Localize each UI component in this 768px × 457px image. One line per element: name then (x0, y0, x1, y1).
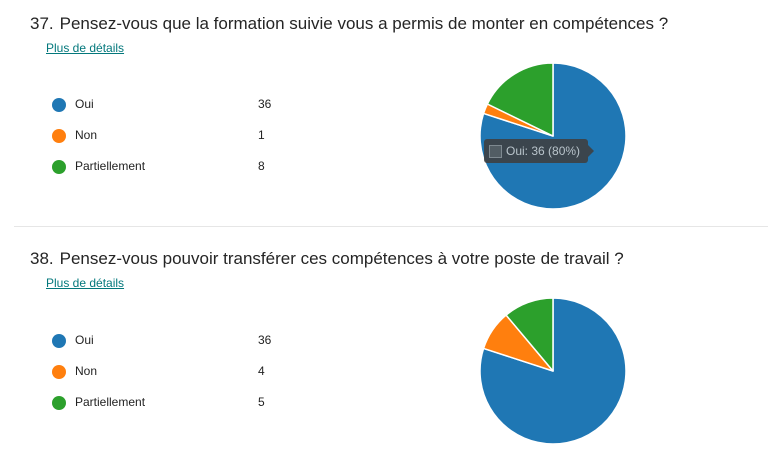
chart-tooltip: Oui: 36 (80%) (484, 139, 595, 163)
tooltip-text: Oui: 36 (80%) (506, 144, 581, 158)
legend-count: 4 (258, 364, 265, 378)
legend-count: 5 (258, 395, 265, 409)
pie-slice-partiellement[interactable] (486, 62, 554, 137)
legend-count: 1 (258, 128, 265, 142)
question-37: 37. Pensez-vous que la formation suivie v… (0, 0, 768, 226)
legend-label: Oui (75, 97, 94, 111)
legend-label: Non (75, 128, 98, 142)
legend-dot-partiellement (52, 396, 66, 410)
pie-chart[interactable] (478, 296, 628, 446)
pie-slice-oui[interactable] (479, 297, 627, 445)
legend-count: 36 (258, 333, 272, 347)
pie-slice-oui[interactable] (479, 62, 627, 210)
question-text: Pensez-vous que la formation suivie vous… (59, 14, 669, 33)
question-38: 38. Pensez-vous pouvoir transférer ces co… (0, 236, 768, 457)
legend-dot-oui (52, 334, 66, 348)
legend-dot-oui (52, 98, 66, 112)
more-details-link[interactable]: Plus de détails (46, 41, 125, 55)
legend-label: Partiellement (75, 395, 146, 409)
legend-item-non: Non 4 (52, 363, 292, 394)
tooltip-swatch (489, 144, 502, 158)
legend-item-partiellement: Partiellement 5 (52, 394, 292, 425)
more-details-link[interactable]: Plus de détails (46, 276, 125, 290)
question-title: 38. Pensez-vous pouvoir transférer ces co… (30, 249, 624, 269)
legend-item-partiellement: Partiellement 8 (52, 158, 292, 189)
legend: Oui 36 Non 1 Partiellement 8 (52, 96, 292, 189)
pie-chart-svg[interactable] (478, 296, 628, 446)
legend-count: 8 (258, 159, 265, 173)
legend-dot-non (52, 365, 66, 379)
question-title: 37. Pensez-vous que la formation suivie v… (30, 14, 668, 34)
legend-dot-partiellement (52, 160, 66, 174)
legend-dot-non (52, 129, 66, 143)
legend-label: Oui (75, 333, 94, 347)
legend-item-oui: Oui 36 (52, 96, 292, 127)
legend-item-oui: Oui 36 (52, 332, 292, 363)
section-divider (14, 226, 768, 227)
legend-label: Partiellement (75, 159, 146, 173)
pie-chart-svg[interactable] (478, 61, 628, 211)
pie-slice-partiellement[interactable] (505, 297, 554, 372)
question-number: 37. (30, 14, 54, 33)
legend-label: Non (75, 364, 98, 378)
pie-chart[interactable] (478, 61, 628, 211)
legend: Oui 36 Non 4 Partiellement 5 (52, 332, 292, 425)
legend-item-non: Non 1 (52, 127, 292, 158)
question-text: Pensez-vous pouvoir transférer ces compé… (59, 249, 624, 268)
question-number: 38. (30, 249, 54, 268)
legend-count: 36 (258, 97, 272, 111)
